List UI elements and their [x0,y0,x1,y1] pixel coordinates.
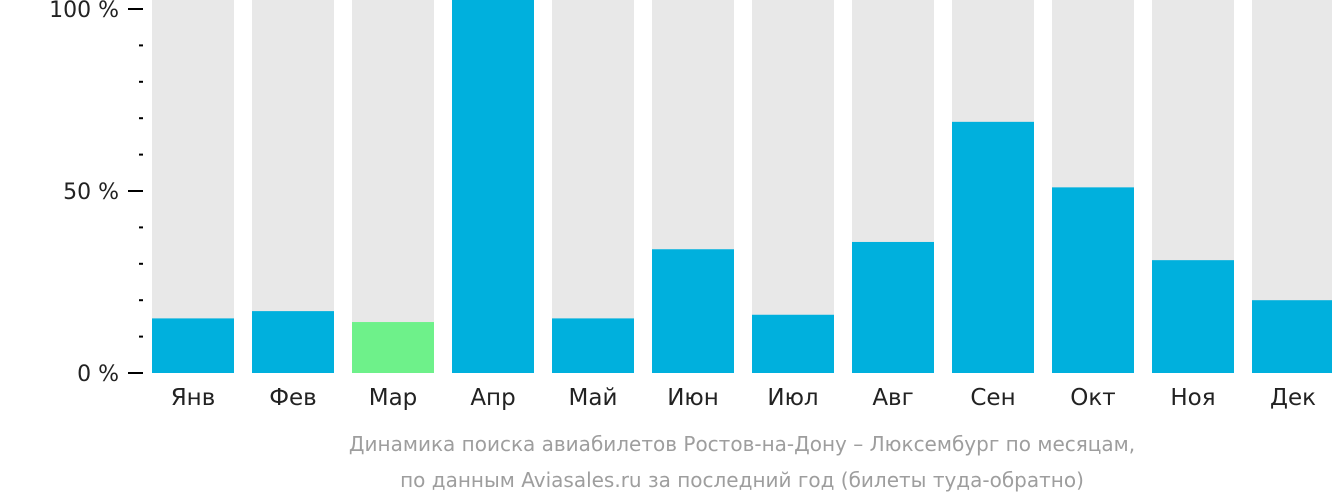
bar-track [152,0,234,373]
x-tick-label: Янв [171,385,216,411]
bar-track [752,0,834,373]
bar [1152,260,1234,373]
bar-track [352,0,434,373]
bar [652,249,734,373]
x-tick-label: Дек [1270,385,1316,411]
bar [152,318,234,373]
bar [852,241,934,373]
bar [252,311,334,373]
bar [952,121,1034,373]
x-tick-label: Мар [369,385,418,411]
x-tick-label: Сен [970,385,1015,411]
bar [452,0,534,373]
bar-track [252,0,334,373]
bar [752,314,834,373]
chart-caption-line-1: Динамика поиска авиабилетов Ростов-на-До… [348,432,1136,456]
x-tick-label: Май [569,385,618,411]
x-tick-label: Апр [470,385,515,411]
bar-highlighted [352,322,434,373]
x-tick-label: Ноя [1170,385,1215,411]
x-tick-label: Фев [269,385,317,411]
chart-caption-line-2: по данным Aviasales.ru за последний год … [400,468,1084,492]
bar [552,318,634,373]
x-tick-label: Окт [1070,385,1115,411]
x-tick-label: Июн [667,385,719,411]
y-tick-label: 100 % [49,0,119,23]
bar-track [552,0,634,373]
y-tick-label: 50 % [63,180,119,205]
x-tick-label: Июл [767,385,818,411]
bar [1052,187,1134,373]
x-tick-label: Авг [872,385,913,411]
chart: 100 % 50 % 0 % Янв Фев Мар Апр Май Июн Июл Авг Сен О… [49,0,1332,411]
bar [1252,300,1332,373]
y-tick-label: 0 % [77,362,119,387]
